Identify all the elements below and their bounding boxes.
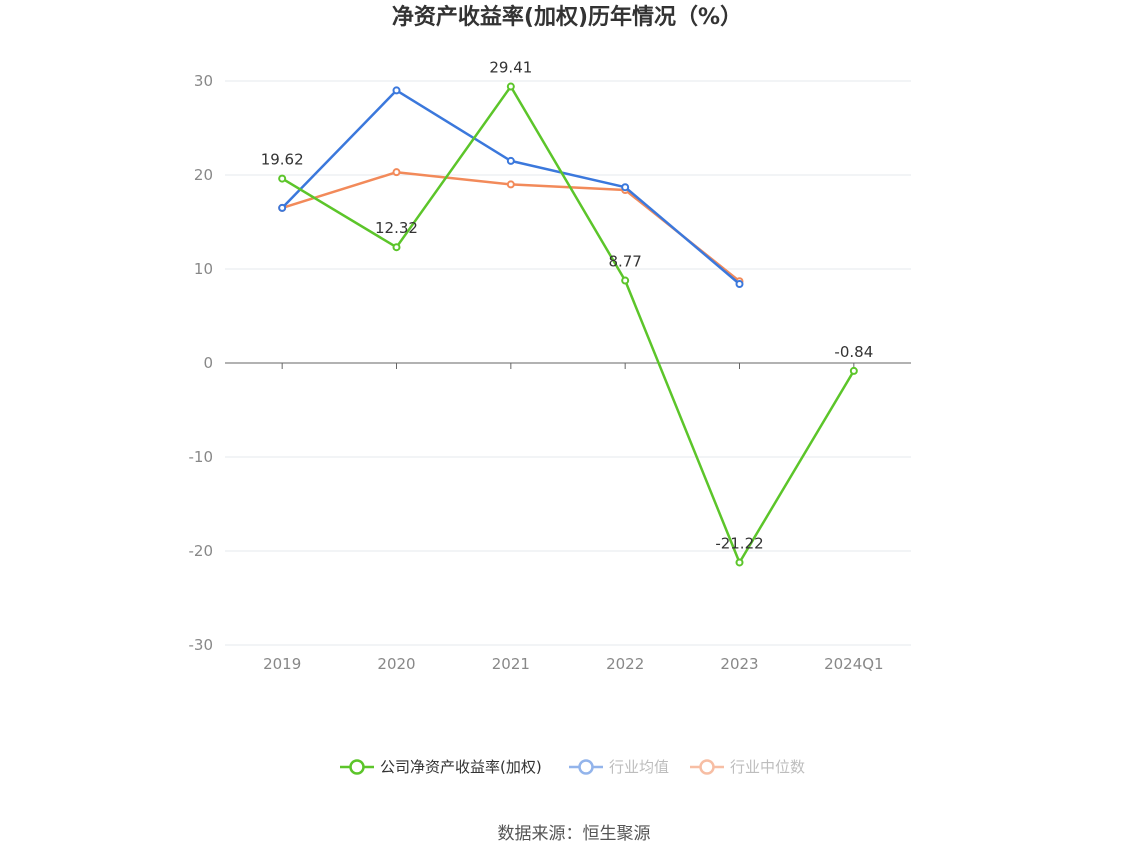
legend-item[interactable]: 公司净资产收益率(加权) — [340, 758, 542, 776]
y-tick-label: -20 — [189, 542, 214, 560]
source-note: 数据来源：恒生聚源 — [498, 824, 651, 844]
legend-label: 行业中位数 — [730, 758, 805, 776]
legend-item[interactable]: 行业中位数 — [690, 758, 805, 776]
x-tick-label: 2024Q1 — [824, 655, 884, 673]
x-tick-label: 2021 — [492, 655, 530, 673]
series-lines — [278, 82, 858, 567]
data-point[interactable] — [735, 280, 744, 289]
data-point[interactable] — [392, 168, 401, 177]
chart-title: 净资产收益率(加权)历年情况（%） — [392, 4, 742, 30]
y-tick-label: -30 — [189, 636, 214, 654]
y-tick-label: 0 — [203, 354, 213, 372]
x-tick-label: 2023 — [720, 655, 758, 673]
data-point[interactable] — [506, 82, 515, 91]
data-point[interactable] — [506, 180, 515, 189]
y-tick-label: 10 — [194, 260, 213, 278]
legend-marker — [349, 759, 365, 775]
data-point[interactable] — [849, 366, 858, 375]
y-tick-label: 20 — [194, 166, 213, 184]
data-labels: 19.62 12.32 29.41 8.77 -21.22 -0.84 — [261, 59, 874, 553]
y-tick-label: -10 — [189, 448, 214, 466]
data-label: 19.62 — [261, 151, 304, 169]
data-point[interactable] — [735, 558, 744, 567]
data-point[interactable] — [392, 86, 401, 95]
data-point[interactable] — [278, 203, 287, 212]
legend-label: 行业均值 — [609, 758, 669, 776]
data-point[interactable] — [621, 276, 630, 285]
legend: 公司净资产收益率(加权) 行业均值 行业中位数 — [340, 758, 805, 776]
data-label: 8.77 — [608, 253, 641, 271]
legend-marker — [578, 759, 594, 775]
data-label: -0.84 — [834, 343, 873, 361]
grid — [225, 80, 911, 646]
axes: 30 20 10 0 -10 -20 -30 2019 2020 2021 2022 2023 2024… — [189, 72, 911, 673]
y-tick-label: 30 — [194, 72, 213, 90]
data-label: -21.22 — [715, 534, 763, 552]
x-tick-label: 2022 — [606, 655, 644, 673]
data-point[interactable] — [506, 156, 515, 165]
legend-label: 公司净资产收益率(加权) — [380, 758, 542, 776]
data-label: 29.41 — [489, 59, 532, 77]
data-point[interactable] — [621, 183, 630, 192]
series-line — [281, 85, 855, 564]
data-label: 12.32 — [375, 219, 418, 237]
legend-marker — [699, 759, 715, 775]
legend-item[interactable]: 行业均值 — [569, 758, 669, 776]
x-tick-label: 2019 — [263, 655, 301, 673]
x-tick-label: 2020 — [377, 655, 415, 673]
data-point[interactable] — [392, 243, 401, 252]
data-point[interactable] — [278, 174, 287, 183]
